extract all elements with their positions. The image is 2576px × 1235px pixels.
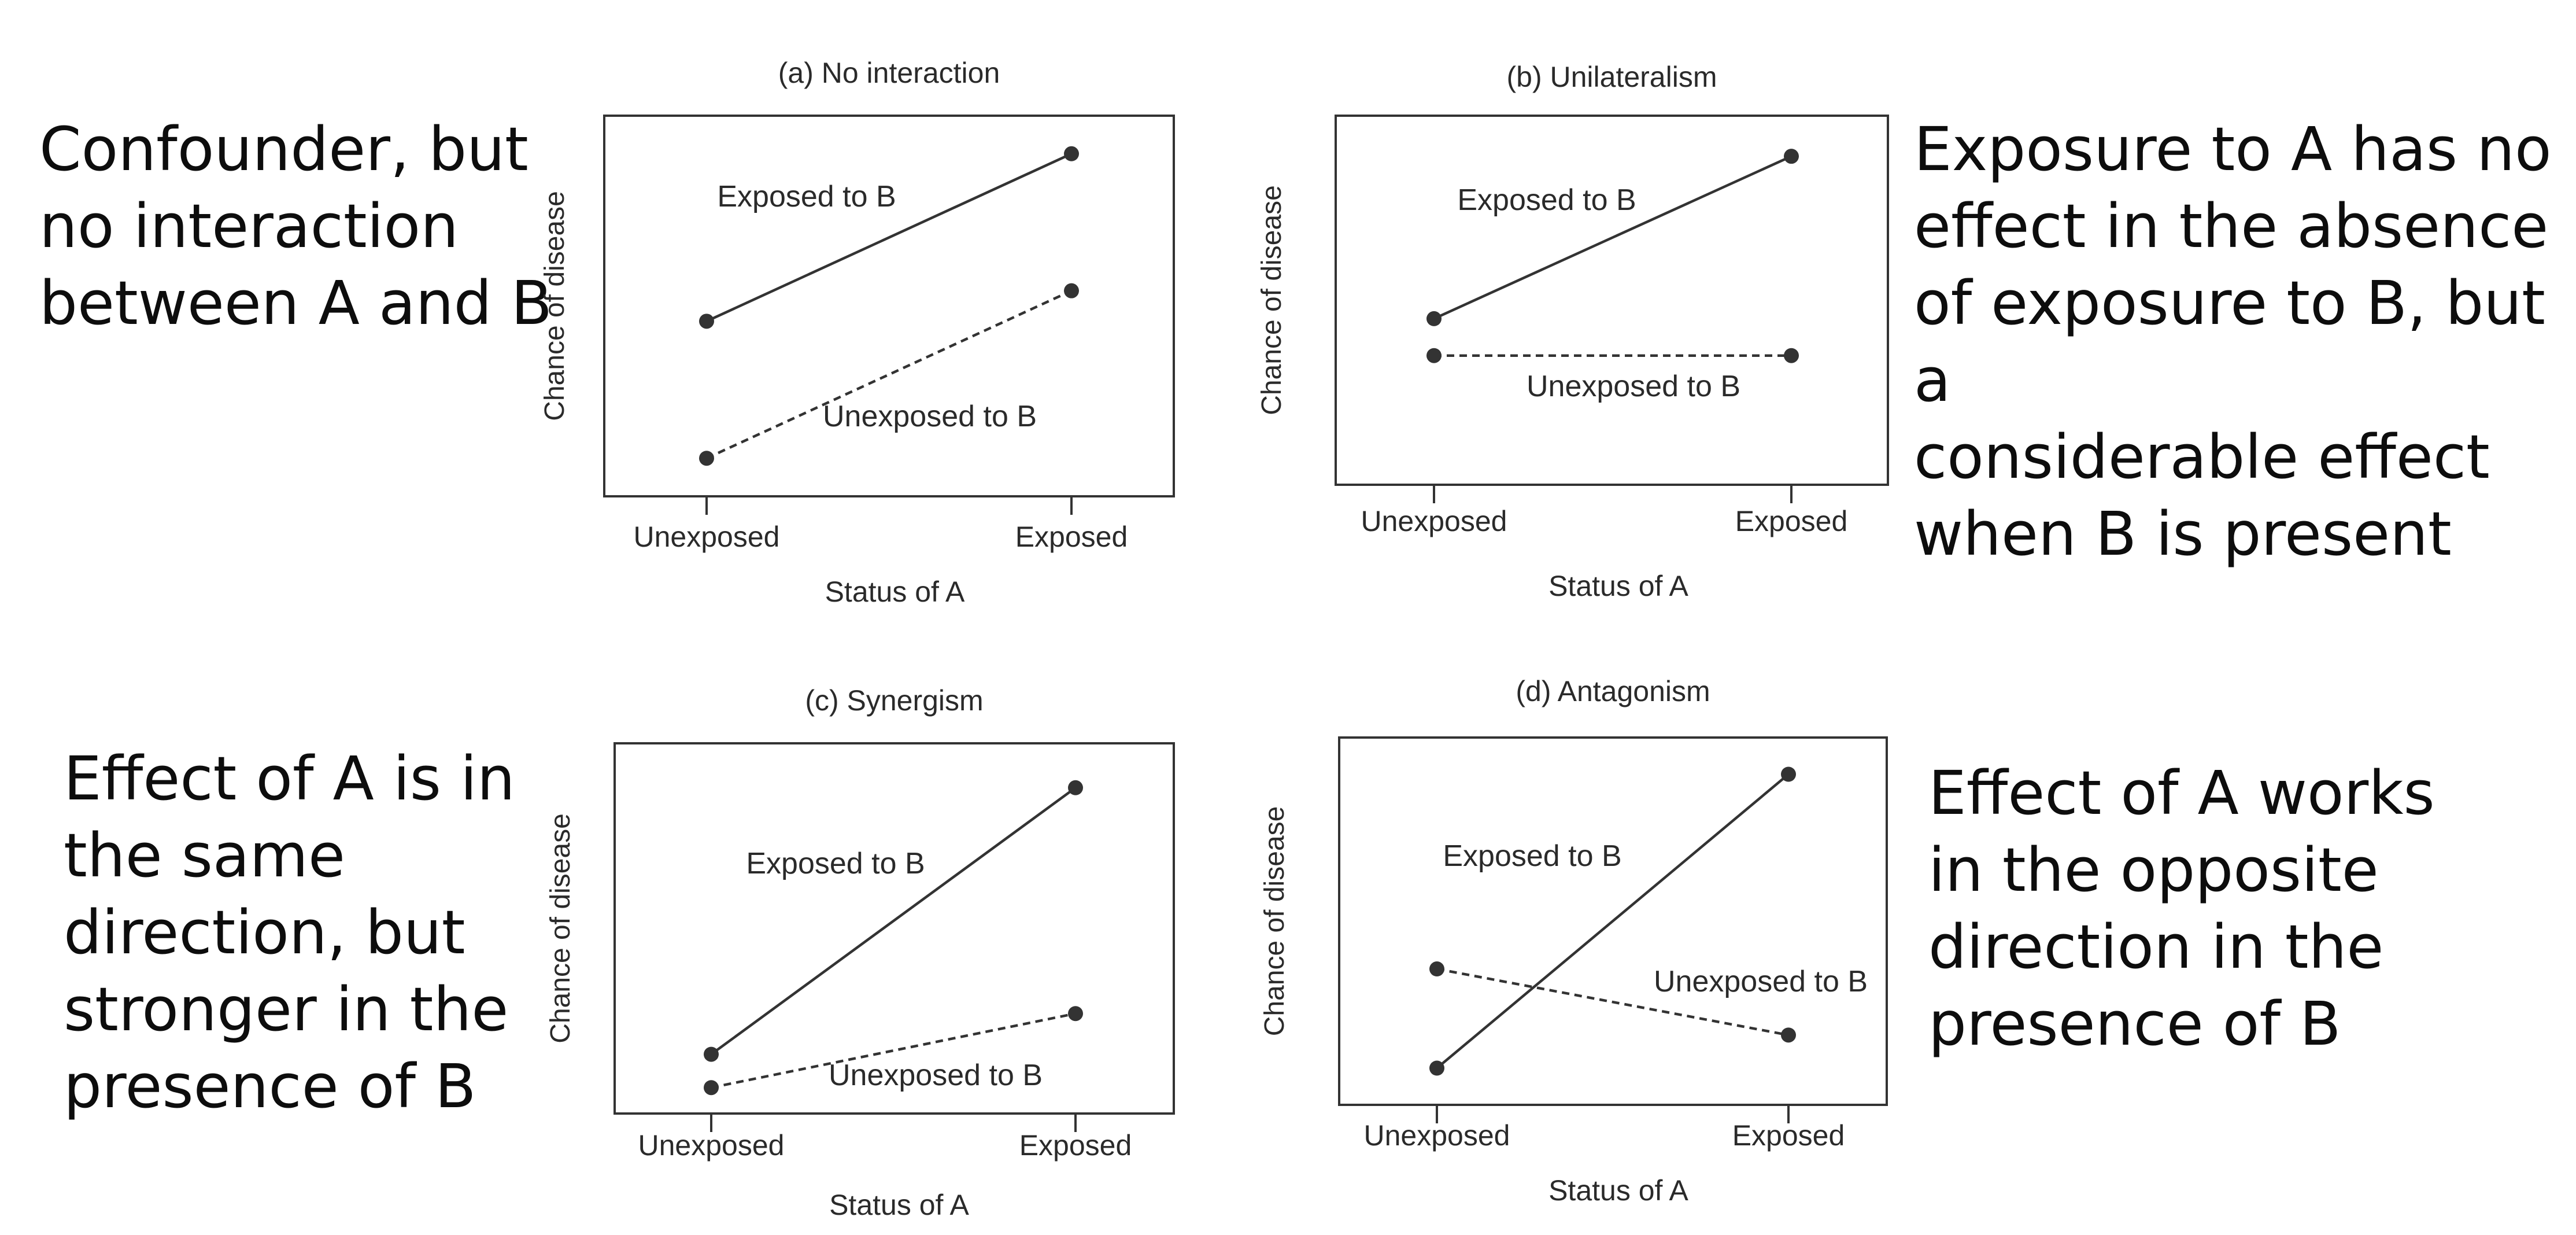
- series-line-unexposed-to-b: [706, 289, 1072, 460]
- data-point: [1068, 1006, 1083, 1022]
- x-tick-label: Exposed: [1732, 1119, 1845, 1152]
- plot-frame: [603, 115, 1175, 497]
- note-antagonism: Effect of A works in the opposite direct…: [1928, 758, 2435, 1059]
- chart-title: (b) Unilateralism: [1507, 61, 1717, 93]
- series-line-unexposed-to-b: [1436, 967, 1789, 1037]
- data-point: [1429, 1060, 1444, 1076]
- data-point: [1064, 146, 1079, 161]
- y-axis-label: Chance of disease: [545, 813, 576, 1044]
- data-point: [1068, 780, 1083, 795]
- series-line-exposed-to-b: [1433, 155, 1792, 320]
- series-label: Exposed to B: [1457, 183, 1636, 217]
- data-point: [1426, 311, 1442, 326]
- series-line-exposed-to-b: [710, 786, 1077, 1056]
- y-axis-label: Chance of disease: [1259, 806, 1290, 1037]
- chart-title: (c) Synergism: [805, 684, 983, 717]
- series-line-exposed-to-b: [1436, 773, 1790, 1070]
- data-point: [704, 1080, 719, 1096]
- series-line-unexposed-to-b: [711, 1012, 1076, 1089]
- data-point: [699, 451, 714, 466]
- data-point: [1426, 348, 1442, 363]
- x-tick-label: Exposed: [1019, 1129, 1132, 1162]
- chart-panel-3: (c) Synergism Chance of disease Status of …: [545, 684, 1175, 1221]
- x-axis-label: Status of A: [1548, 1174, 1688, 1207]
- x-tick-label: Exposed: [1015, 521, 1128, 553]
- data-point: [1784, 149, 1799, 164]
- data-point: [1781, 1027, 1796, 1043]
- series-label: Exposed to B: [1443, 839, 1621, 873]
- series-label: Exposed to B: [746, 847, 925, 880]
- data-point: [699, 314, 714, 329]
- chart-panel-4: (d) Antagonism Chance of disease Status of…: [1259, 675, 1888, 1207]
- data-point: [1064, 283, 1079, 298]
- series-label: Unexposed to B: [823, 400, 1037, 433]
- series-label: Unexposed to B: [1527, 370, 1740, 403]
- x-axis-label: Status of A: [825, 576, 965, 608]
- data-point: [1784, 348, 1799, 363]
- plot-frame: [613, 742, 1175, 1115]
- note-unilateralism: Exposure to A has no effect in the absen…: [1914, 114, 2552, 569]
- series-label: Unexposed to B: [1654, 965, 1868, 998]
- chart-panel-2: (b) Unilateralism Chance of disease Status…: [1256, 61, 1889, 602]
- chart-panel-1: (a) No interaction Chance of disease Statu…: [539, 57, 1175, 608]
- x-tick-label: Unexposed: [634, 521, 780, 553]
- plot-frame: [1338, 736, 1888, 1106]
- y-axis-label: Chance of disease: [1256, 185, 1287, 415]
- x-axis-label: Status of A: [829, 1189, 969, 1221]
- plot-frame: [1335, 115, 1889, 486]
- chart-title: (a) No interaction: [778, 57, 1000, 89]
- note-no-interaction: Confounder, but no interaction between A…: [39, 114, 553, 338]
- series-label: Exposed to B: [717, 180, 896, 213]
- data-point: [1429, 961, 1444, 977]
- x-tick-label: Unexposed: [638, 1129, 785, 1162]
- x-tick-label: Exposed: [1735, 505, 1848, 537]
- y-axis-label: Chance of disease: [539, 191, 570, 421]
- data-point: [1781, 766, 1796, 782]
- series-label: Unexposed to B: [829, 1059, 1043, 1092]
- x-tick-label: Unexposed: [1361, 505, 1507, 537]
- series-line-exposed-to-b: [706, 152, 1072, 323]
- data-point: [704, 1046, 719, 1062]
- x-tick-label: Unexposed: [1364, 1119, 1510, 1152]
- chart-title: (d) Antagonism: [1516, 675, 1710, 707]
- note-synergism: Effect of A is in the same direction, bu…: [64, 743, 515, 1122]
- x-axis-label: Status of A: [1548, 570, 1688, 602]
